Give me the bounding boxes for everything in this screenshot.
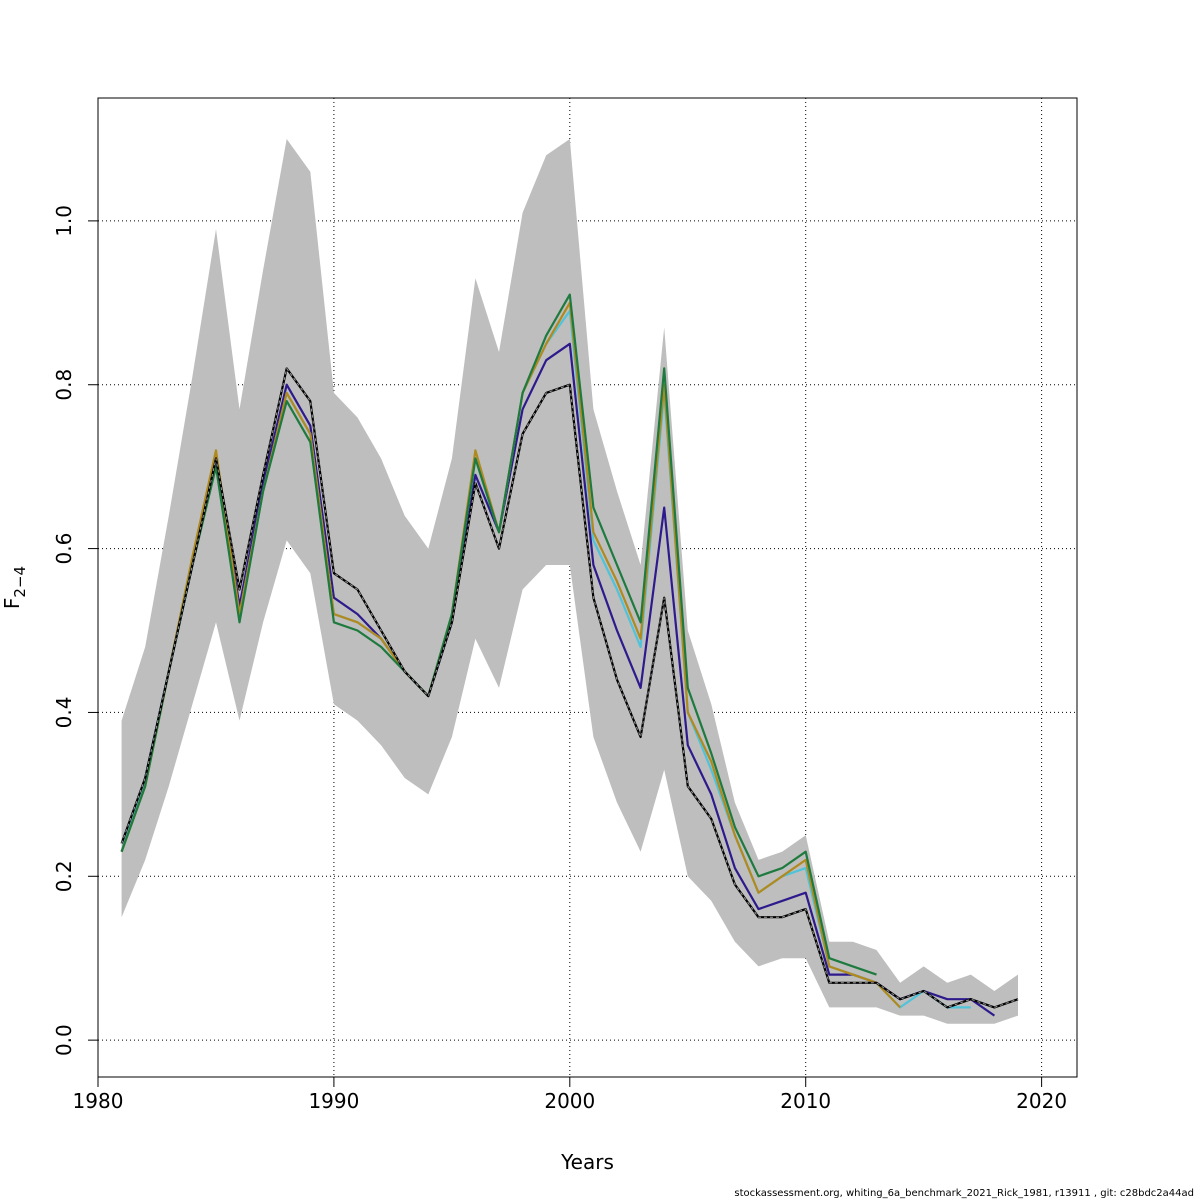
x-tick-label: 1980 — [73, 1089, 124, 1113]
y-tick-label: 0.6 — [52, 533, 76, 565]
x-tick-label: 1990 — [308, 1089, 359, 1113]
y-tick-label: 0.4 — [52, 697, 76, 729]
series-line — [120, 367, 1019, 1009]
y-tick-label: 0.0 — [52, 1024, 76, 1056]
series-line — [120, 342, 996, 1017]
y-axis-title-main: F — [0, 598, 24, 610]
y-tick-label: 1.0 — [52, 205, 76, 237]
x-tick-label: 2020 — [1016, 1089, 1067, 1113]
x-tick-label: 2000 — [544, 1089, 595, 1113]
series-line — [120, 293, 877, 976]
x-tick-label: 2010 — [780, 1089, 831, 1113]
series-lines — [120, 293, 1019, 1017]
axes: 1980 1990 2000 2010 2020 0.0 0.2 0.4 0.6 0.8 1.0 — [52, 205, 1067, 1113]
y-axis-title: F2−4 — [0, 566, 29, 609]
footer-credit: stockassessment.org, whiting_6a_benchmar… — [734, 1188, 1194, 1199]
plot-frame — [97, 97, 1078, 1078]
x-axis-title: Years — [560, 1150, 614, 1174]
svg-text:F2−4: F2−4 — [0, 566, 29, 609]
y-tick-label: 0.8 — [52, 369, 76, 401]
y-axis-title-subscript: 2−4 — [11, 566, 29, 598]
y-tick-label: 0.2 — [52, 860, 76, 892]
